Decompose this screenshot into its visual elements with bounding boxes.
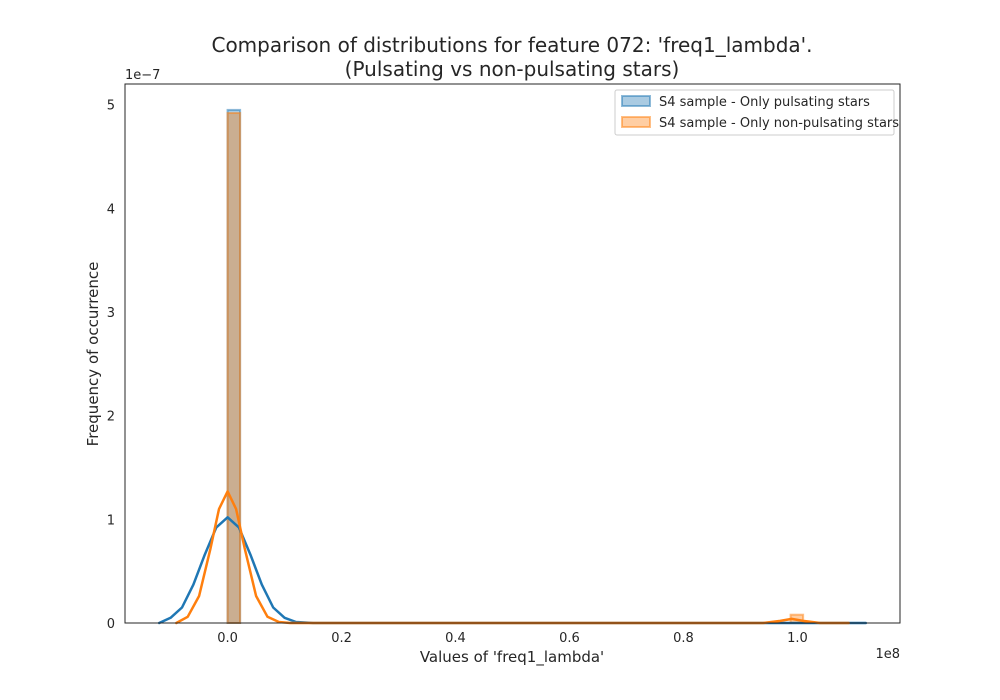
x-axis-multiplier: 1e8: [875, 647, 900, 662]
y-tick-label: 0: [107, 617, 115, 632]
x-tick-label: 0.0: [217, 631, 238, 646]
x-tick-label: 0.6: [559, 631, 580, 646]
x-tick-label: 0.2: [331, 631, 352, 646]
kde-line-series0: [157, 516, 868, 625]
chart-title-line2: (Pulsating vs non-pulsating stars): [345, 57, 680, 81]
y-axis-ticks: 0 1 2 3 4 5: [107, 99, 115, 632]
x-tick-label: 0.8: [673, 631, 694, 646]
kde-curves: [157, 490, 868, 625]
chart-title-line1: Comparison of distributions for feature …: [211, 33, 812, 57]
histogram-bar-series1-0: [226, 112, 242, 625]
y-tick-label: 2: [107, 410, 115, 425]
x-axis-label: Values of 'freq1_lambda': [420, 648, 604, 667]
y-tick-label: 3: [107, 306, 115, 321]
x-tick-label: 1.0: [787, 631, 808, 646]
histogram-bars: [226, 108, 805, 625]
x-axis-ticks: 0.0 0.2 0.4 0.6 0.8 1.0: [217, 631, 808, 646]
y-axis-multiplier: 1e−7: [125, 68, 160, 83]
plot-frame: [124, 83, 901, 624]
y-tick-label: 1: [107, 513, 115, 528]
legend-swatch-non-pulsating: [621, 116, 651, 128]
legend-box: [614, 89, 895, 136]
legend-label-pulsating: S4 sample - Only pulsating stars: [659, 95, 870, 110]
legend: S4 sample - Only pulsating stars S4 samp…: [614, 89, 899, 136]
y-tick-label: 5: [107, 99, 115, 114]
x-tick-label: 0.4: [445, 631, 466, 646]
y-tick-label: 4: [107, 202, 115, 217]
legend-label-non-pulsating: S4 sample - Only non-pulsating stars: [659, 116, 899, 131]
legend-swatch-pulsating: [621, 95, 651, 107]
kde-line-series1: [175, 490, 850, 625]
y-axis-label: Frequency of occurrence: [84, 262, 102, 447]
